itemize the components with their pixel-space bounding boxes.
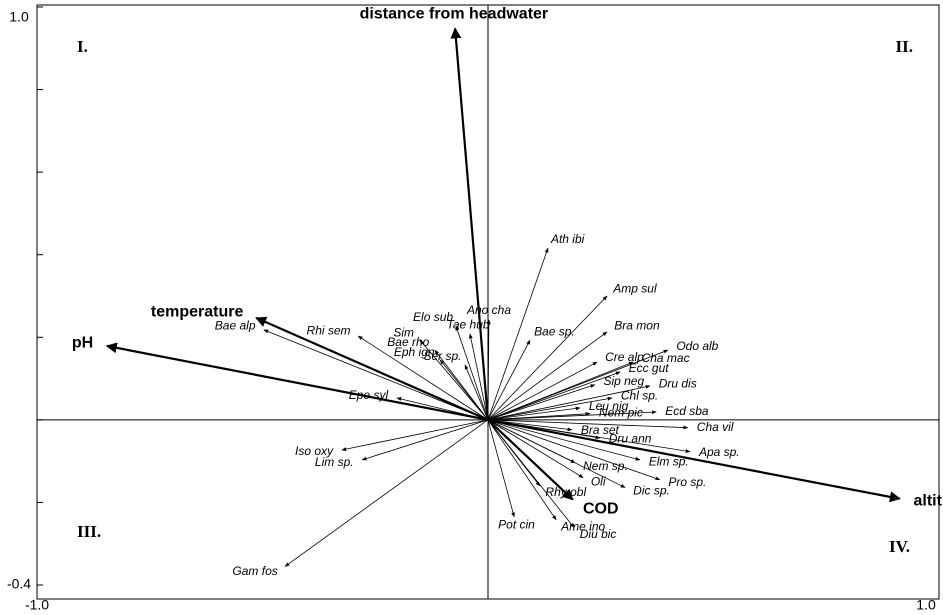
species-arrow-label: Diu bic: [580, 527, 617, 541]
species-arrow: [439, 359, 489, 421]
environment-arrow: [105, 342, 489, 421]
species-arrow-label: Ano cha: [466, 303, 511, 317]
species-arrow-label: Bra set: [581, 423, 620, 437]
species-arrow: [487, 419, 515, 518]
species-arrow: [487, 419, 626, 488]
species-arrow-label: Pot cin: [498, 518, 535, 532]
species-arrow: [487, 419, 689, 430]
species-arrow-label: Leu nig: [589, 399, 629, 413]
environment-arrow-label: altitude: [914, 493, 943, 510]
species-arrow-label: Bra mon: [614, 319, 660, 333]
species-arrow: [487, 331, 608, 421]
species-arrow: [487, 419, 575, 528]
species-arrow: [487, 419, 584, 478]
species-arrow: [487, 412, 591, 421]
species-arrow-label: Ath ibi: [550, 232, 585, 246]
environment-arrow-label: temperature: [151, 303, 244, 320]
species-arrow-label: Ecc gut: [629, 361, 670, 375]
species-arrow-label: Dic sp.: [633, 484, 670, 498]
species-arrow-label: Odo alb: [676, 339, 718, 353]
species-arrow: [487, 419, 557, 521]
species-arrow: [263, 329, 489, 421]
species-arrow: [341, 419, 489, 452]
species-arrow-label: Oli: [591, 475, 606, 489]
environment-arrow-label: COD: [583, 500, 619, 517]
species-arrow: [284, 419, 489, 567]
species-arrow: [487, 419, 691, 453]
species-arrow: [487, 419, 641, 461]
species-arrow: [487, 396, 613, 421]
species-arrow-label: Sim: [393, 326, 414, 340]
species-arrow-label: Bae sp.: [534, 324, 575, 338]
quadrant-label: III.: [77, 522, 101, 541]
species-arrow-label: Pro sp.: [668, 475, 706, 489]
species-arrow: [487, 406, 581, 421]
species-arrow: [487, 361, 598, 421]
species-arrow: [487, 371, 621, 421]
species-arrow-label: Ser sp.: [424, 349, 462, 363]
species-arrow: [487, 384, 596, 421]
environment-arrow: [450, 27, 490, 420]
species-arrow-label: Cha mac: [642, 351, 690, 365]
species-arrow-label: Amp sul: [612, 282, 657, 296]
x-tick-label: -1.0: [25, 597, 49, 613]
species-arrow: [487, 419, 661, 481]
species-arrow: [357, 335, 489, 421]
species-arrow-label: Dru dis: [659, 376, 697, 390]
species-arrow-label: Elm sp.: [649, 454, 689, 468]
species-arrow: [361, 419, 489, 461]
species-arrow-label: Chl sp.: [621, 389, 658, 403]
species-arrow-label: Bae rho: [387, 335, 429, 349]
species-arrow: [487, 295, 608, 421]
quadrant-label: I.: [77, 37, 88, 56]
species-arrow: [486, 319, 491, 420]
quadrant-label: IV.: [889, 537, 910, 556]
species-arrow: [455, 325, 489, 420]
species-arrow: [464, 364, 489, 421]
species-arrow-label: Rhi sem: [307, 323, 351, 337]
species-arrow-label: Nem sp.: [583, 459, 628, 473]
x-tick-label: 1.0: [916, 597, 936, 613]
species-arrow: [487, 339, 531, 421]
species-arrow: [487, 361, 634, 421]
species-arrow-label: Elo sub: [413, 310, 453, 324]
species-arrow: [419, 339, 489, 421]
species-arrow-label: Nem pic: [599, 405, 643, 419]
species-arrow-label: Cre alp: [605, 350, 644, 364]
species-arrow-label: Gam fos: [232, 564, 277, 578]
species-arrow: [487, 247, 549, 420]
environment-arrow-label: distance from headwater: [360, 6, 549, 23]
environment-arrow-label: pH: [72, 335, 93, 352]
species-arrow-label: Dru ann: [609, 432, 652, 446]
species-arrow-label: Apa sp.: [698, 445, 740, 459]
species-arrow-label: Sip neg: [603, 374, 644, 388]
species-arrow-label: Tae hub: [447, 317, 490, 331]
species-arrow-label: Cha vil: [697, 420, 734, 434]
quadrant-label: II.: [896, 37, 913, 56]
species-arrow: [468, 333, 489, 420]
species-arrow-label: Lim sp.: [315, 455, 354, 469]
species-arrow-label: Eph ign: [394, 345, 435, 359]
species-arrow-label: Iso oxy: [295, 444, 334, 458]
species-arrow-label: Ame ino: [560, 519, 605, 533]
environment-arrow: [487, 418, 901, 503]
species-arrow-label: Ecd sba: [665, 404, 709, 418]
y-tick-label: -0.4: [7, 576, 31, 592]
species-arrow-label: Bae alp: [215, 319, 256, 333]
species-arrow: [487, 385, 651, 421]
environment-arrow: [255, 316, 489, 421]
y-tick-label: 1.0: [9, 9, 29, 25]
environment-arrow: [487, 419, 574, 501]
